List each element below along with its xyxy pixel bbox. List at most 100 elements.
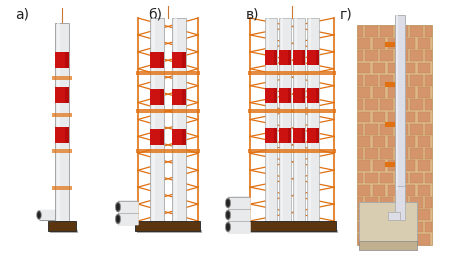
Bar <box>57 23 59 221</box>
Bar <box>292 88 304 103</box>
Bar <box>357 221 362 232</box>
Bar <box>395 173 407 183</box>
Bar <box>280 18 282 221</box>
Bar <box>55 87 69 103</box>
Text: б): б) <box>148 7 162 21</box>
Bar <box>417 63 430 73</box>
Bar <box>359 202 417 242</box>
Bar <box>306 88 318 103</box>
Bar <box>425 75 431 86</box>
Bar <box>402 209 414 220</box>
Text: а): а) <box>15 7 29 21</box>
Bar <box>402 63 414 73</box>
Bar <box>174 18 176 221</box>
Bar <box>387 87 400 98</box>
Bar <box>264 128 276 143</box>
Bar <box>380 124 392 134</box>
Bar <box>182 89 185 105</box>
Bar <box>306 128 318 143</box>
Bar <box>417 136 430 147</box>
Bar <box>137 230 202 233</box>
Bar <box>402 38 414 49</box>
Bar <box>315 88 318 103</box>
Bar <box>387 38 400 49</box>
Bar <box>365 50 377 61</box>
Bar <box>372 38 385 49</box>
Bar <box>409 221 422 232</box>
Bar <box>384 82 394 87</box>
Bar <box>274 88 276 103</box>
Bar <box>380 99 392 110</box>
Bar <box>135 221 200 231</box>
Bar <box>380 26 392 37</box>
Bar <box>394 186 404 220</box>
Bar <box>55 23 69 221</box>
Bar <box>357 50 362 61</box>
Bar <box>365 75 377 86</box>
Ellipse shape <box>116 204 119 210</box>
Bar <box>384 42 394 47</box>
Ellipse shape <box>37 211 41 219</box>
Bar <box>160 89 164 105</box>
Bar <box>395 221 407 232</box>
Bar <box>384 122 394 127</box>
Bar <box>65 52 69 68</box>
Bar <box>287 50 291 65</box>
Bar <box>357 185 369 196</box>
Ellipse shape <box>225 210 230 220</box>
Bar <box>160 129 164 145</box>
Bar <box>357 26 362 37</box>
Bar <box>52 149 72 153</box>
Bar <box>315 128 318 143</box>
Bar <box>172 18 185 221</box>
Bar <box>48 221 76 231</box>
Bar <box>65 87 69 103</box>
Bar <box>279 50 291 65</box>
Bar <box>395 99 407 110</box>
Bar <box>172 52 185 68</box>
Text: в): в) <box>246 7 259 21</box>
Bar <box>409 75 422 86</box>
Bar <box>425 124 431 134</box>
Bar <box>247 221 335 231</box>
Ellipse shape <box>226 212 229 218</box>
Bar <box>292 50 304 65</box>
Bar <box>152 18 154 221</box>
Bar <box>357 112 369 122</box>
Bar <box>294 18 296 221</box>
Bar <box>402 112 414 122</box>
Bar <box>395 197 407 208</box>
Bar <box>395 124 407 134</box>
Bar <box>425 26 431 37</box>
Bar <box>287 128 291 143</box>
Bar <box>172 129 185 145</box>
Bar <box>372 185 385 196</box>
Bar <box>357 38 369 49</box>
Bar <box>384 82 394 87</box>
Bar <box>372 209 385 220</box>
Bar <box>395 50 407 61</box>
Bar <box>409 50 422 61</box>
Bar <box>150 89 164 105</box>
Bar <box>247 71 335 75</box>
Bar <box>417 160 430 171</box>
Bar <box>417 87 430 98</box>
Bar <box>372 160 385 171</box>
Bar <box>395 15 397 190</box>
Text: г): г) <box>339 7 352 21</box>
Bar <box>372 63 385 73</box>
Bar <box>287 88 291 103</box>
Bar <box>388 212 399 220</box>
Bar <box>409 148 422 159</box>
Bar <box>357 234 369 245</box>
Ellipse shape <box>226 200 229 206</box>
Bar <box>136 149 200 153</box>
Bar <box>380 221 392 232</box>
Bar <box>247 109 335 113</box>
Bar <box>357 25 431 245</box>
Bar <box>365 99 377 110</box>
Bar <box>55 52 69 68</box>
Bar <box>160 52 164 68</box>
Bar <box>409 99 422 110</box>
Bar <box>182 52 185 68</box>
